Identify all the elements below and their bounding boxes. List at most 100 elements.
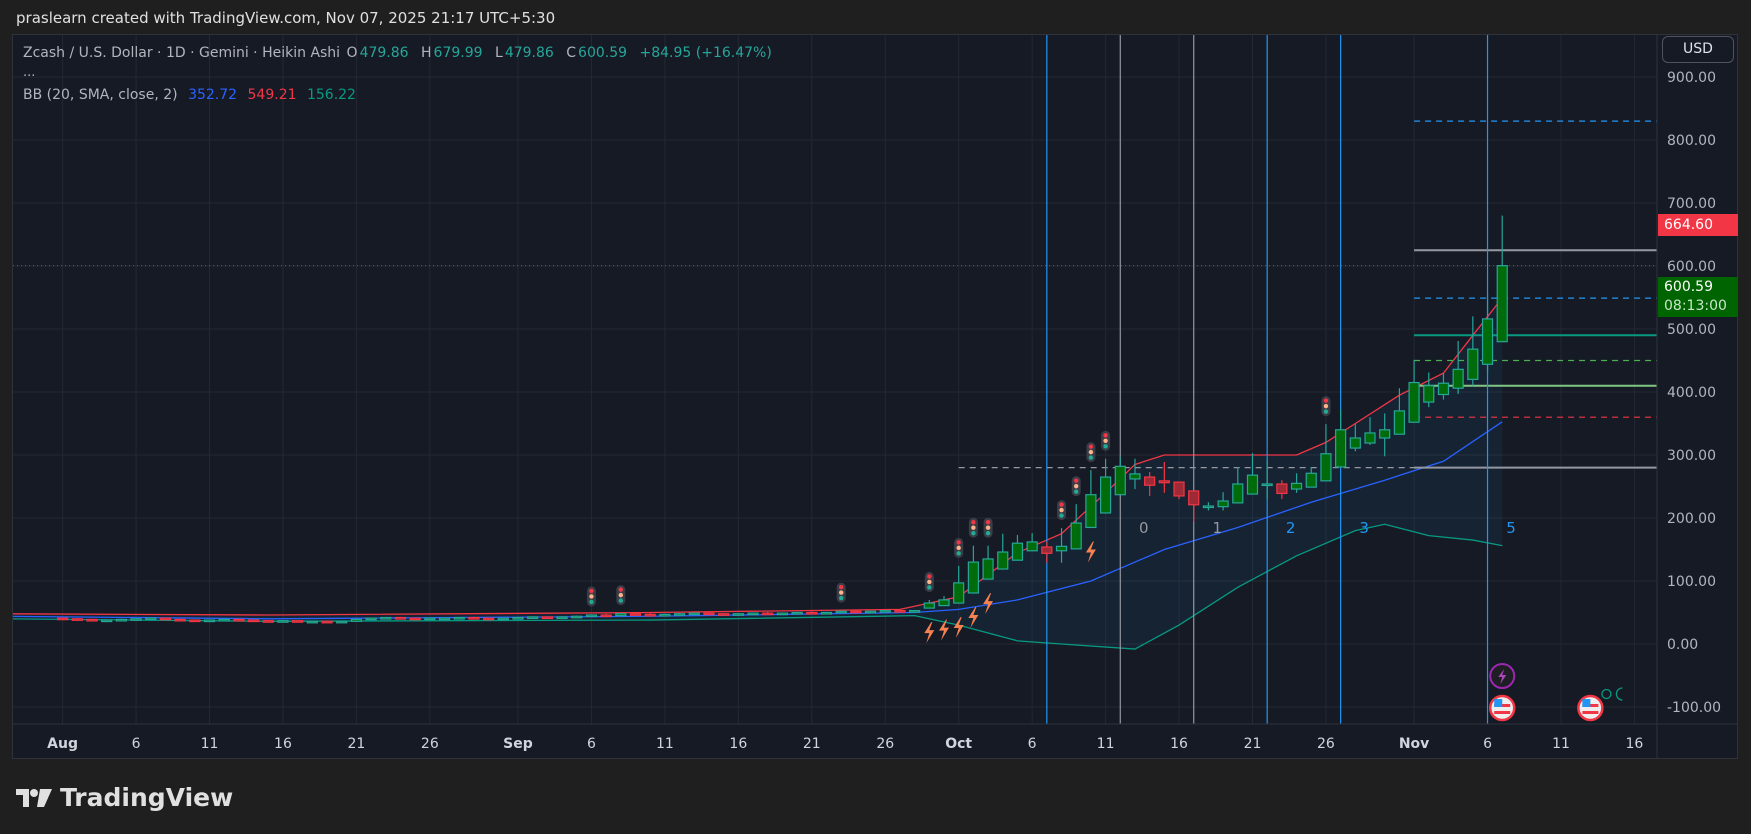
currency-button[interactable]: USD: [1662, 36, 1734, 63]
traffic-light-amber: [838, 590, 844, 595]
traffic-light-red: [1103, 433, 1108, 438]
price-tick-label: 700.00: [1667, 196, 1716, 212]
traffic-light-amber: [1059, 507, 1064, 513]
candle-body: [336, 620, 348, 624]
time-zone-label: 5: [1506, 519, 1516, 537]
candle: [409, 617, 421, 621]
candle: [1305, 466, 1317, 488]
us-flag-event-icon[interactable]: [1577, 694, 1604, 722]
traffic-light-green: [589, 599, 594, 605]
candle: [56, 617, 69, 621]
candle-body: [967, 561, 979, 594]
candle: [1481, 294, 1494, 374]
date-tick-label: 26: [1317, 736, 1335, 752]
bollinger-legend[interactable]: BB (20, SMA, close, 2) 352.72 549.21 156…: [23, 87, 356, 103]
candle: [1423, 372, 1435, 408]
price-tick-label: 400.00: [1667, 385, 1716, 401]
symbol-legend[interactable]: Zcash / U.S. Dollar · 1D · Gemini · Heik…: [23, 45, 780, 61]
traffic-light-icon: [983, 517, 993, 538]
candle: [894, 609, 906, 613]
candle-body: [1114, 465, 1126, 496]
traffic-light-red: [956, 540, 961, 545]
more-indicators-toggle[interactable]: ...: [23, 65, 36, 80]
candle: [1202, 502, 1215, 511]
candle: [629, 612, 642, 616]
traffic-light-red: [1323, 398, 1329, 403]
date-tick-label: 11: [201, 736, 219, 752]
candle-body: [850, 610, 862, 614]
traffic-light-icon: [968, 517, 978, 538]
event-bolt: [1498, 669, 1507, 684]
candle-body: [688, 612, 700, 616]
candle: [424, 617, 436, 621]
tradingview-logo[interactable]: TradingView: [16, 783, 233, 812]
moon: [1615, 687, 1623, 701]
candle-body: [468, 616, 480, 620]
candle-body: [262, 620, 274, 623]
candle-body: [380, 616, 392, 620]
candle-body: [218, 618, 230, 622]
candle-body: [923, 602, 935, 609]
price-tick-label: 900.00: [1667, 70, 1716, 86]
traffic-light-icon: [954, 537, 964, 558]
candle-body: [409, 617, 421, 621]
us-flag-event-icon[interactable]: [1488, 694, 1516, 722]
candle: [512, 616, 524, 620]
traffic-light-amber: [956, 545, 961, 551]
candle: [1158, 461, 1170, 493]
candle: [1026, 533, 1038, 552]
sun-moon-icon[interactable]: [1601, 687, 1623, 701]
high-price-tag: 664.60: [1658, 214, 1738, 236]
candle: [159, 617, 172, 621]
candle: [336, 620, 348, 624]
price-tick-label: 600.00: [1667, 259, 1716, 275]
candle-body: [1011, 542, 1024, 561]
candle: [1070, 504, 1082, 550]
candle: [1335, 409, 1347, 468]
candle: [86, 618, 98, 622]
candle: [468, 616, 480, 620]
candle: [541, 616, 553, 620]
candle: [791, 611, 803, 615]
candle: [997, 533, 1009, 570]
candle: [497, 617, 509, 621]
price-tick-label: 300.00: [1667, 448, 1716, 464]
candle-body: [1276, 483, 1288, 495]
traffic-light-green: [956, 551, 961, 556]
candle-body: [1290, 482, 1303, 490]
candle: [483, 617, 495, 621]
candle: [1099, 458, 1112, 514]
low-label: L: [495, 45, 503, 61]
candle-body: [571, 615, 583, 619]
candle-body: [1452, 368, 1464, 389]
candle: [864, 610, 877, 614]
news-lightning-icon[interactable]: [1489, 663, 1516, 689]
date-tick-label: 16: [1170, 736, 1188, 752]
candle-body: [1335, 429, 1347, 468]
traffic-light-amber: [1088, 449, 1094, 455]
date-tick-label: 11: [1552, 736, 1570, 752]
candle: [703, 612, 715, 616]
candle: [909, 609, 921, 613]
last-price-value: 600.59: [1664, 279, 1713, 295]
date-tick-label: 21: [1244, 736, 1262, 752]
candle: [1041, 541, 1053, 563]
low-value: 479.86: [504, 45, 554, 61]
traffic-light-icon: [1321, 396, 1331, 417]
tradingview-logo-icon: [16, 788, 52, 807]
candle: [1437, 373, 1450, 400]
date-tick-label: 6: [1028, 736, 1037, 752]
candle-body: [1364, 432, 1376, 444]
candle-body: [953, 582, 965, 604]
traffic-light-icon: [616, 585, 626, 606]
candle-body: [115, 618, 127, 622]
candle: [953, 565, 965, 604]
candle-body: [1467, 348, 1479, 381]
candle: [189, 619, 201, 623]
candle-body: [71, 618, 83, 621]
candle-body: [718, 613, 730, 616]
open-value: 479.86: [359, 45, 409, 61]
traffic-light-icon: [1086, 442, 1096, 463]
candle: [776, 612, 789, 616]
